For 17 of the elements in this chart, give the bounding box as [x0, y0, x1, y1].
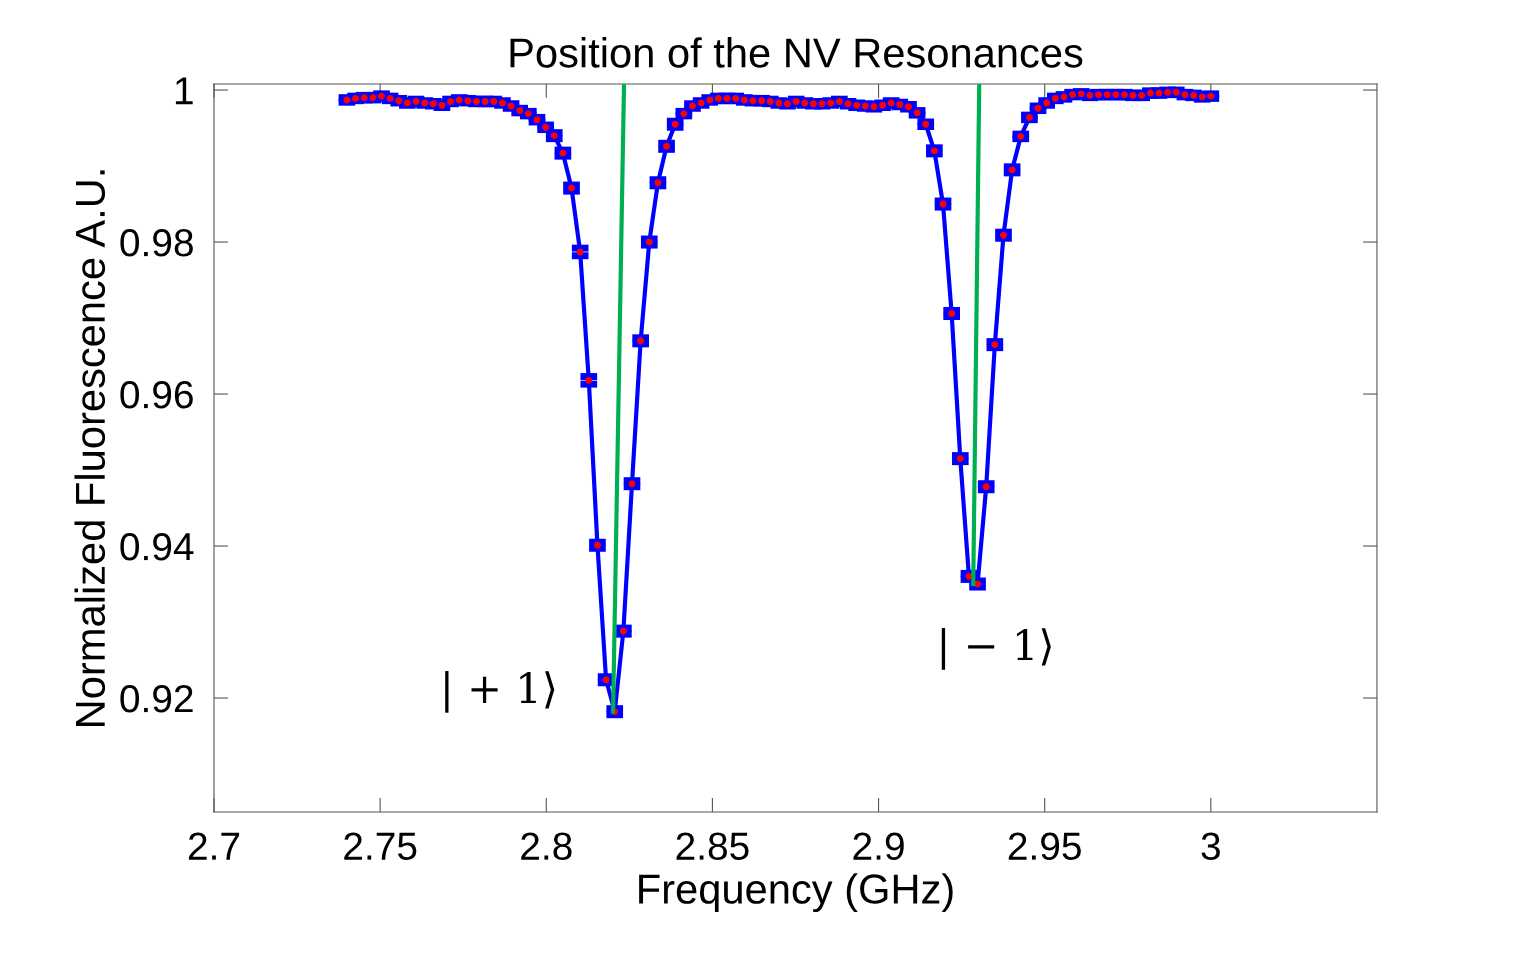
y-tick-label: 0.96 — [120, 380, 193, 409]
x-axis-title: Frequency (GHz) — [639, 873, 953, 913]
y-tick-label: 0.92 — [120, 684, 193, 713]
x-tick-label: 2.75 — [344, 832, 417, 861]
y-tick-label: 1 — [175, 77, 193, 105]
x-tick-label: 2.85 — [676, 832, 749, 861]
y-axis-title: Normalized Fluorescence A.U. — [74, 170, 106, 726]
x-tick-label: 2.95 — [1008, 832, 1081, 861]
chart-title: Position of the NV Resonances — [510, 37, 1083, 68]
annotation: | + 1⟩ — [445, 671, 555, 713]
x-tick-label: 2.8 — [521, 832, 572, 861]
x-tick-label: 2.9 — [853, 832, 904, 861]
annotation: | − 1⟩ — [941, 628, 1051, 670]
x-tick-label: 3 — [1201, 832, 1220, 861]
x-tick-label: 2.7 — [188, 832, 240, 860]
y-tick-label: 0.94 — [120, 532, 194, 561]
y-tick-label: 0.98 — [120, 228, 193, 257]
